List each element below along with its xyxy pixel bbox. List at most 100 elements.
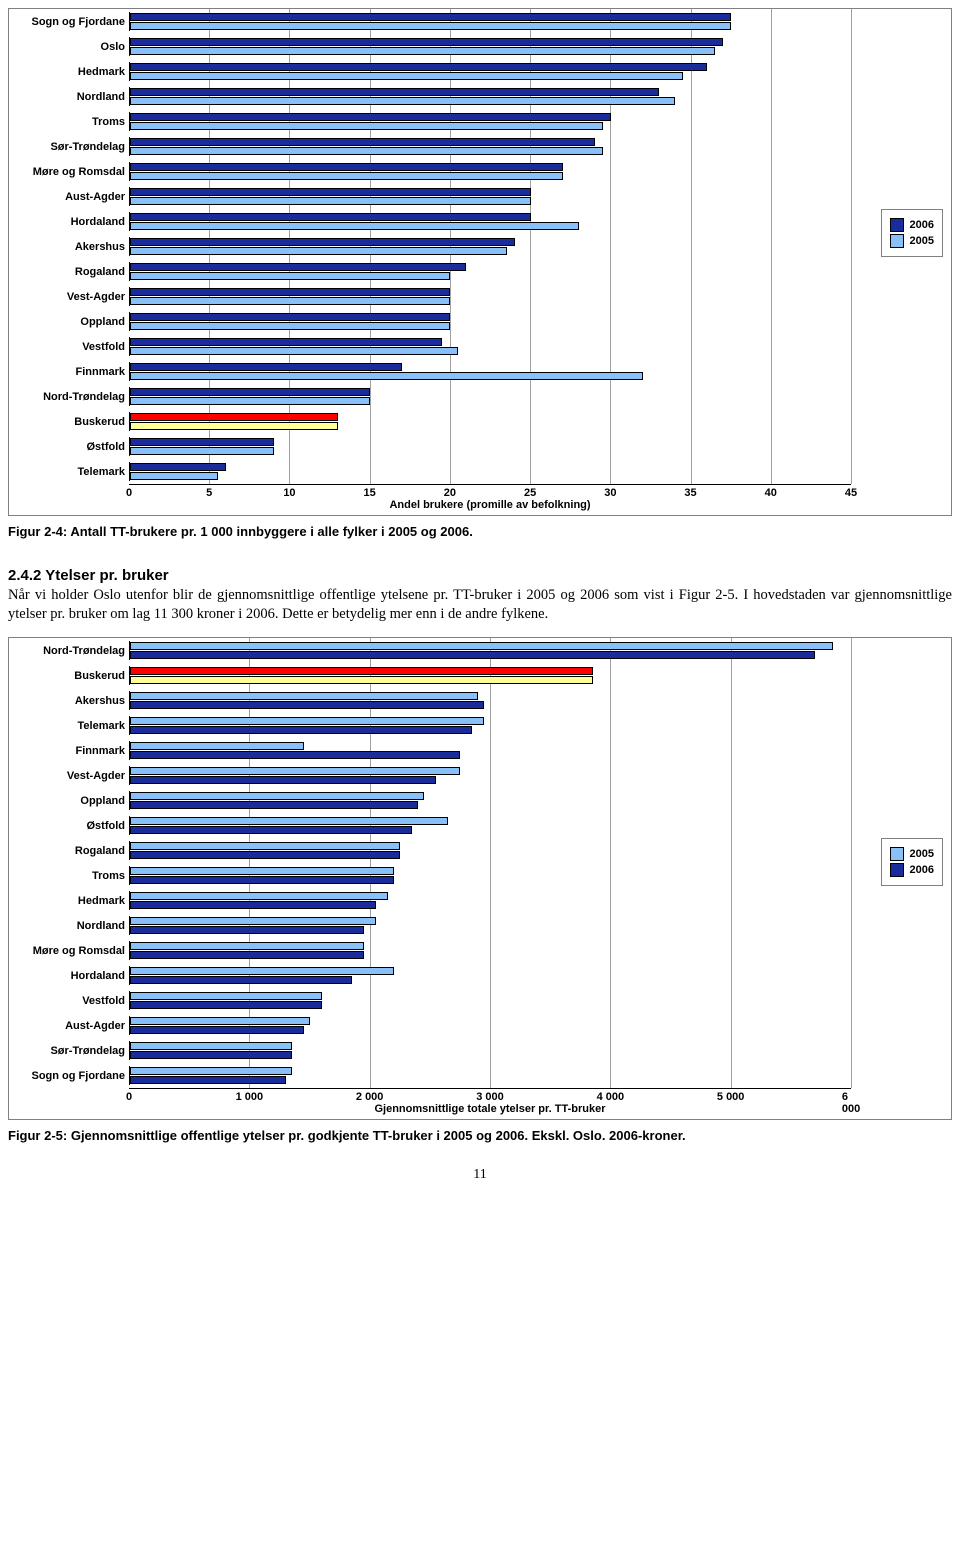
bar-s2005	[130, 372, 643, 380]
category-label: Finnmark	[7, 365, 129, 377]
category-label: Sogn og Fjordane	[7, 1070, 129, 1082]
bars-cell	[129, 866, 851, 885]
chart-row: Buskerud	[129, 663, 851, 688]
bar-s2006	[130, 13, 731, 21]
bars-cell	[129, 1041, 851, 1060]
category-label: Sør-Trøndelag	[7, 140, 129, 152]
category-label: Hedmark	[7, 895, 129, 907]
bar-s2005	[130, 842, 400, 850]
category-label: Oslo	[7, 40, 129, 52]
legend-label: 2006	[910, 219, 934, 231]
bars-cell	[129, 741, 851, 760]
category-label: Rogaland	[7, 845, 129, 857]
bar-s2006	[130, 138, 595, 146]
bar-s2005	[130, 1067, 292, 1075]
chart-row: Sogn og Fjordane	[129, 9, 851, 34]
x-tick-label: 45	[845, 487, 857, 499]
bar-special-a	[130, 413, 338, 421]
bar-s2005	[130, 472, 218, 480]
bars-cell	[129, 666, 851, 685]
chart2-legend: 2005 2006	[881, 838, 943, 886]
category-label: Østfold	[7, 820, 129, 832]
chart2-x-axis-title: Gjennomsnittlige totale ytelser pr. TT-b…	[129, 1103, 851, 1115]
category-label: Buskerud	[7, 670, 129, 682]
chart-row: Østfold	[129, 434, 851, 459]
bars-cell	[129, 362, 851, 381]
category-label: Finnmark	[7, 745, 129, 757]
bar-s2005	[130, 447, 274, 455]
body-paragraph: Når vi holder Oslo utenfor blir de gjenn…	[8, 586, 952, 623]
category-label: Hedmark	[7, 65, 129, 77]
bar-s2005	[130, 22, 731, 30]
category-label: Vestfold	[7, 995, 129, 1007]
chart-row: Hedmark	[129, 59, 851, 84]
bar-s2005	[130, 867, 394, 875]
figure-caption-2-5: Figur 2-5: Gjennomsnittlige offentlige y…	[8, 1128, 952, 1143]
x-tick-label: 6 000	[842, 1091, 860, 1115]
category-label: Akershus	[7, 240, 129, 252]
bar-s2005	[130, 792, 424, 800]
bar-s2006	[130, 288, 450, 296]
bar-s2005	[130, 767, 460, 775]
bar-s2005	[130, 1042, 292, 1050]
bar-special-b	[130, 676, 593, 684]
bar-s2005	[130, 297, 450, 305]
bars-cell	[129, 262, 851, 281]
chart-row: Østfold	[129, 813, 851, 838]
bar-s2006	[130, 776, 436, 784]
x-tick-label: 30	[604, 487, 616, 499]
grid-line	[851, 9, 852, 484]
chart1-x-axis: Andel brukere (promille av befolkning) 0…	[129, 484, 851, 515]
bar-s2005	[130, 1017, 310, 1025]
bars-cell	[129, 187, 851, 206]
legend-label: 2005	[910, 235, 934, 247]
page-number: 11	[8, 1167, 952, 1183]
chart-row: Møre og Romsdal	[129, 159, 851, 184]
bars-cell	[129, 287, 851, 306]
bar-s2006	[130, 851, 400, 859]
chart1-x-axis-title: Andel brukere (promille av befolkning)	[129, 499, 851, 511]
x-tick-label: 35	[684, 487, 696, 499]
category-label: Sør-Trøndelag	[7, 1045, 129, 1057]
bar-s2006	[130, 388, 370, 396]
chart-row: Nord-Trøndelag	[129, 384, 851, 409]
chart-row: Aust-Agder	[129, 1013, 851, 1038]
legend-label: 2006	[910, 864, 934, 876]
bars-cell	[129, 137, 851, 156]
chart-row: Oppland	[129, 788, 851, 813]
bars-cell	[129, 1066, 851, 1085]
bars-cell	[129, 412, 851, 431]
bars-cell	[129, 37, 851, 56]
legend-item: 2005	[890, 847, 934, 861]
category-label: Oppland	[7, 315, 129, 327]
category-label: Nord-Trøndelag	[7, 390, 129, 402]
bars-cell	[129, 691, 851, 710]
bar-s2006	[130, 976, 352, 984]
chart-row: Hordaland	[129, 209, 851, 234]
bar-s2006	[130, 951, 364, 959]
chart-row: Buskerud	[129, 409, 851, 434]
bar-s2005	[130, 917, 376, 925]
bar-s2006	[130, 1026, 304, 1034]
chart-row: Sør-Trøndelag	[129, 1038, 851, 1063]
bar-s2005	[130, 992, 322, 1000]
category-label: Troms	[7, 870, 129, 882]
bar-s2006	[130, 1051, 292, 1059]
bar-s2005	[130, 717, 484, 725]
bars-cell	[129, 966, 851, 985]
chart-row: Møre og Romsdal	[129, 938, 851, 963]
x-tick-label: 25	[524, 487, 536, 499]
chart1-legend: 2006 2005	[881, 209, 943, 257]
bar-s2006	[130, 701, 484, 709]
category-label: Aust-Agder	[7, 190, 129, 202]
bar-s2006	[130, 38, 723, 46]
bar-s2006	[130, 926, 364, 934]
chart-row: Nordland	[129, 84, 851, 109]
bars-cell	[129, 991, 851, 1010]
x-tick-label: 15	[364, 487, 376, 499]
chart-row: Sør-Trøndelag	[129, 134, 851, 159]
x-tick-label: 5	[206, 487, 212, 499]
bar-s2006	[130, 313, 450, 321]
bars-cell	[129, 766, 851, 785]
bar-s2005	[130, 122, 603, 130]
